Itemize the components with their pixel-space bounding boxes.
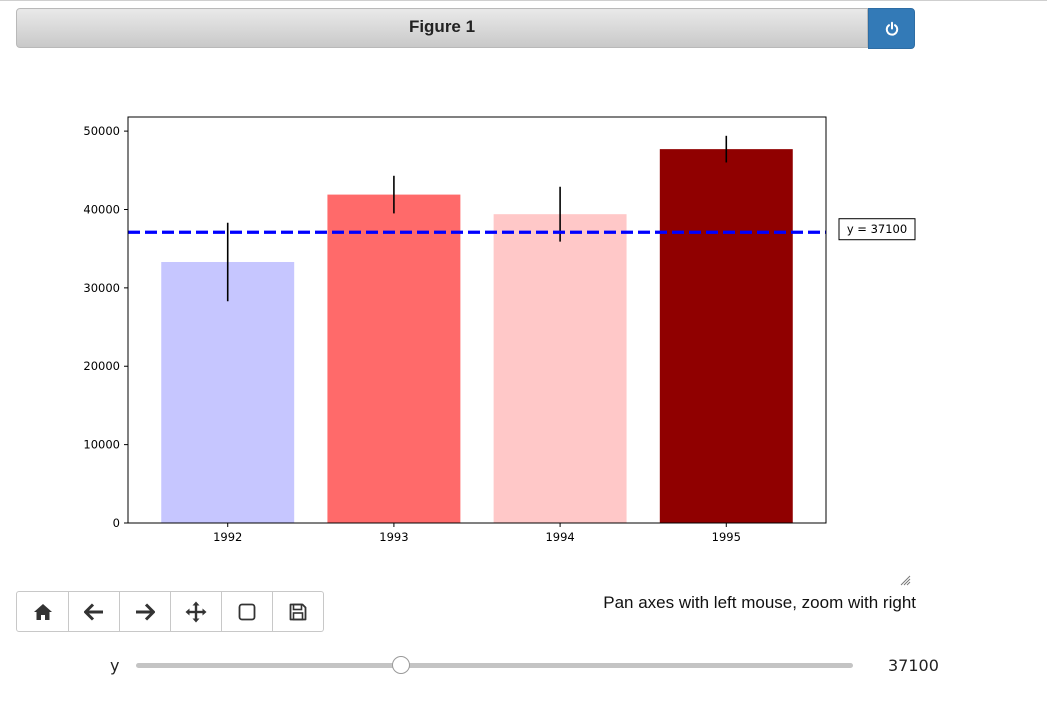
arrow-right-icon (136, 602, 155, 621)
y-tick-label-30000: 30000 (83, 281, 120, 295)
bar-1993 (327, 194, 461, 523)
bar-1994 (493, 214, 627, 523)
navigation-toolbar (16, 591, 324, 632)
back-button[interactable] (69, 591, 120, 632)
threshold-label-box (838, 218, 916, 241)
slider-label: y (110, 656, 120, 675)
square-icon (238, 603, 256, 620)
close-figure-button[interactable] (868, 8, 915, 49)
x-tick-label-1993: 1993 (379, 530, 408, 544)
y-slider-track[interactable] (136, 663, 853, 668)
y-tick-label-0: 0 (113, 516, 120, 530)
toolbar-status-message: Pan axes with left mouse, zoom with righ… (603, 593, 916, 612)
zoom-rect-button[interactable] (222, 591, 273, 632)
bar-1995 (659, 149, 793, 523)
x-tick-label-1992: 1992 (213, 530, 242, 544)
threshold-label: y = 37100 (847, 222, 907, 236)
pan-button[interactable] (171, 591, 222, 632)
y-tick-label-10000: 10000 (83, 438, 120, 452)
resize-handle-icon[interactable] (899, 574, 911, 586)
home-button[interactable] (16, 591, 69, 632)
forward-button[interactable] (120, 591, 171, 632)
arrow-left-icon (84, 602, 103, 621)
y-tick-label-50000: 50000 (83, 124, 120, 138)
save-figure-button[interactable] (273, 591, 324, 632)
figure-title: Figure 1 (408, 17, 476, 36)
x-tick-label-1995: 1995 (712, 530, 741, 544)
bar-1992 (161, 262, 295, 523)
top-border (0, 0, 1047, 1)
figure-title-bar: Figure 1 (16, 8, 868, 48)
y-tick-label-40000: 40000 (83, 202, 120, 216)
power-icon (885, 21, 898, 36)
axes-frame (127, 116, 827, 524)
y-tick-label-20000: 20000 (83, 359, 120, 373)
home-icon (33, 603, 52, 620)
move-icon (185, 601, 207, 622)
slider-value: 37100 (888, 656, 939, 675)
floppy-disk-icon (289, 603, 307, 620)
x-tick-label-1994: 1994 (545, 530, 574, 544)
y-slider-thumb[interactable] (392, 656, 411, 674)
